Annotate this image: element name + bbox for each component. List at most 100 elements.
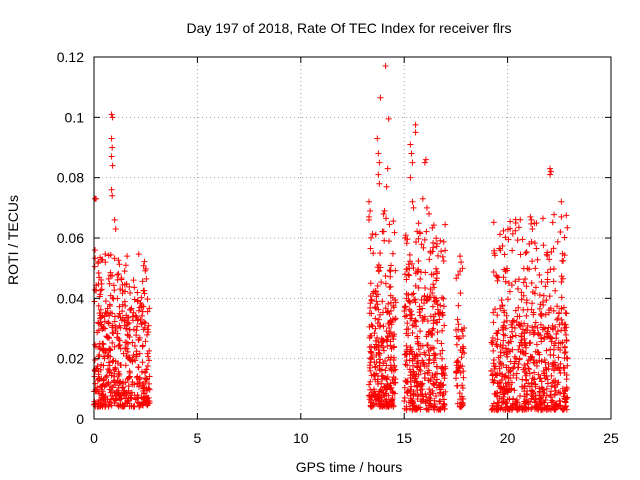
data-point xyxy=(538,278,545,285)
data-point xyxy=(143,275,150,282)
data-point xyxy=(414,340,421,347)
data-point xyxy=(544,403,551,410)
data-point xyxy=(111,216,118,223)
data-point xyxy=(409,198,416,205)
data-point xyxy=(541,357,548,364)
data-point xyxy=(520,279,527,286)
data-point xyxy=(403,312,410,319)
data-point xyxy=(102,325,109,332)
data-point xyxy=(437,350,444,357)
data-point xyxy=(532,265,539,272)
data-point xyxy=(529,300,536,307)
data-point xyxy=(561,343,568,350)
data-point xyxy=(453,375,460,382)
data-point xyxy=(505,339,512,346)
data-point xyxy=(500,274,507,281)
data-point xyxy=(498,377,505,384)
data-point xyxy=(455,271,462,278)
data-point xyxy=(404,236,411,243)
data-point xyxy=(458,354,465,361)
data-point xyxy=(554,328,561,335)
data-point xyxy=(417,328,424,335)
data-point xyxy=(453,382,460,389)
data-point xyxy=(508,338,515,345)
data-point xyxy=(99,382,106,389)
data-point xyxy=(119,403,126,410)
data-point xyxy=(374,282,381,289)
data-point xyxy=(533,341,540,348)
data-point xyxy=(504,404,511,411)
data-point xyxy=(103,333,110,340)
data-point xyxy=(441,375,448,382)
data-point xyxy=(529,289,536,296)
data-point xyxy=(373,293,380,300)
data-point xyxy=(492,390,499,397)
data-point xyxy=(367,280,374,287)
data-point xyxy=(100,347,107,354)
data-point xyxy=(380,402,387,409)
data-point xyxy=(389,399,396,406)
data-point xyxy=(493,341,500,348)
data-point xyxy=(104,366,111,373)
data-point xyxy=(437,302,444,309)
data-point xyxy=(374,334,381,341)
data-point xyxy=(370,290,377,297)
data-point xyxy=(502,345,509,352)
data-point xyxy=(370,250,377,257)
data-point xyxy=(490,268,497,275)
data-point xyxy=(435,252,442,259)
data-point xyxy=(531,399,538,406)
data-point xyxy=(430,271,437,278)
data-point xyxy=(388,402,395,409)
data-point xyxy=(377,250,384,257)
data-point xyxy=(91,341,98,348)
data-point xyxy=(109,339,116,346)
data-point xyxy=(517,348,524,355)
data-point xyxy=(439,327,446,334)
data-point xyxy=(496,395,503,402)
data-point xyxy=(417,269,424,276)
data-point xyxy=(550,265,557,272)
data-point xyxy=(412,406,419,413)
data-point xyxy=(125,375,132,382)
data-point xyxy=(547,351,554,358)
data-point xyxy=(457,369,464,376)
data-point xyxy=(143,401,150,408)
data-point xyxy=(422,284,429,291)
data-point xyxy=(554,365,561,372)
data-point xyxy=(412,129,419,136)
data-point xyxy=(139,308,146,315)
data-point xyxy=(439,355,446,362)
data-point xyxy=(412,317,419,324)
data-point xyxy=(131,284,138,291)
data-point xyxy=(142,320,149,327)
data-point xyxy=(105,359,112,366)
data-point xyxy=(490,219,497,226)
data-point xyxy=(425,360,432,367)
data-point xyxy=(387,329,394,336)
data-point xyxy=(373,352,380,359)
data-point xyxy=(507,368,514,375)
data-point xyxy=(142,338,149,345)
data-point xyxy=(527,356,534,363)
data-point xyxy=(141,287,148,294)
data-point xyxy=(403,240,410,247)
data-point xyxy=(424,342,431,349)
data-point xyxy=(508,386,515,393)
data-point xyxy=(121,387,128,394)
data-point xyxy=(409,159,416,166)
data-point xyxy=(96,376,103,383)
data-point xyxy=(401,307,408,314)
data-point xyxy=(116,322,123,329)
data-point xyxy=(122,302,129,309)
y-tick-label: 0.08 xyxy=(57,170,84,186)
data-point xyxy=(417,351,424,358)
data-point xyxy=(551,382,558,389)
y-tick-label: 0.04 xyxy=(57,290,84,306)
data-point xyxy=(455,359,462,366)
data-point xyxy=(91,398,98,405)
data-point xyxy=(438,370,445,377)
data-point xyxy=(133,313,140,320)
data-point xyxy=(136,380,143,387)
data-point xyxy=(537,406,544,413)
